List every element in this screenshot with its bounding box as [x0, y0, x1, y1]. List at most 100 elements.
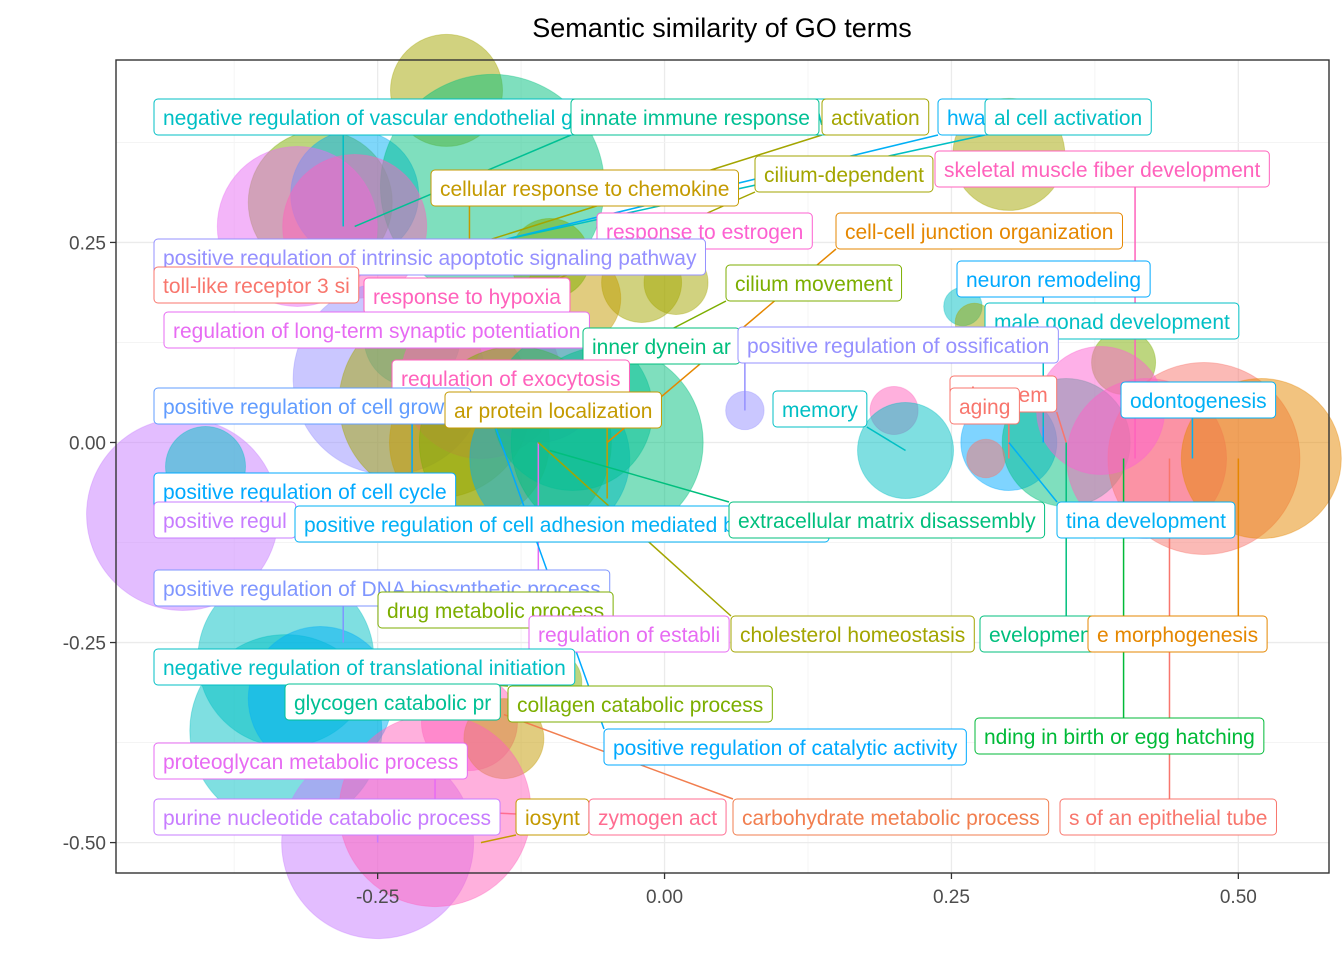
term-label: iosynt — [515, 798, 590, 836]
term-label-text: positive regulation of catalytic activit… — [613, 737, 958, 760]
term-label: positive regulation of cell growth — [153, 387, 472, 425]
chart-title: Semantic similarity of GO terms — [532, 13, 912, 43]
term-label-box — [1059, 798, 1277, 836]
term-label-text: extracellular matrix disassembly — [738, 510, 1036, 533]
term-label-box — [728, 501, 1046, 539]
term-label: regulation of exocytosis — [391, 359, 630, 397]
term-label-text: e morphogenesis — [1097, 624, 1258, 647]
term-label: collagen catabolic process — [507, 685, 773, 723]
term-label-box — [284, 683, 501, 721]
term-label-text: aging — [959, 396, 1010, 419]
term-label: e morphogenesis — [1087, 615, 1268, 653]
term-label: regulation of establi — [528, 615, 730, 653]
term-label: al cell activation — [984, 98, 1152, 136]
term-label-connector — [1008, 442, 1058, 503]
term-label-text: response to estrogen — [606, 221, 803, 244]
term-label-text: positive regulation of intrinsic apoptot… — [163, 247, 697, 270]
term-label: ar protein localization — [444, 391, 662, 429]
term-label: proteoglycan metabolic process — [153, 742, 468, 780]
term-label-text: glycogen catabolic pr — [294, 692, 491, 715]
term-label-box — [588, 798, 727, 836]
term-label: positive regulation of cell adhesion med… — [294, 505, 830, 543]
term-label-text: hway — [947, 107, 997, 130]
term-label: regulation of long-term synaptic potenti… — [163, 311, 590, 349]
term-label-box — [821, 98, 930, 136]
term-label: tina development — [1056, 501, 1236, 539]
term-label: extracellular matrix disassembly — [728, 501, 1046, 539]
term-label-box — [737, 326, 1059, 364]
term-label-text: tina development — [1066, 510, 1226, 533]
term-label: positive regulation of intrinsic apoptot… — [153, 238, 706, 276]
term-bubble — [966, 438, 1006, 479]
term-label-box — [934, 150, 1270, 188]
term-label-text: inner dynein ar — [592, 336, 731, 359]
term-label-box — [444, 391, 662, 429]
term-label-text: positive regulation of cell cycle — [163, 481, 447, 504]
term-label-text: regulation of exocytosis — [401, 368, 620, 391]
term-label-box — [430, 169, 739, 207]
term-label: nding in birth or egg hatching — [974, 717, 1265, 755]
term-label-box — [153, 238, 706, 276]
term-label: aging — [949, 387, 1020, 425]
term-label: activation — [821, 98, 930, 136]
term-label-box — [949, 387, 1020, 425]
axes: -0.25 0.00 0.25 0.50 -0.50 -0.25 0.00 0.25 — [63, 233, 1257, 908]
x-tick-label: 0.50 — [1220, 887, 1257, 908]
term-label: toll-like receptor 3 si — [153, 266, 360, 304]
term-label: evelopment — [979, 615, 1108, 653]
term-label-text: ar protein localization — [454, 400, 652, 423]
term-label: inner dynein ar — [582, 327, 741, 365]
term-label: positive regulation of cell cycle — [153, 472, 457, 510]
term-label-text: collagen catabolic process — [517, 694, 763, 717]
term-label: memory — [772, 390, 868, 428]
x-tick-label: 0.25 — [933, 887, 970, 908]
term-label-box — [732, 798, 1050, 836]
term-label-text: neuron remodeling — [966, 269, 1141, 292]
term-label-text: al cell activation — [994, 107, 1142, 130]
term-label: positive regul — [153, 501, 297, 539]
term-label-text: memory — [782, 399, 858, 422]
term-label-text: purine nucleotide catabolic process — [163, 807, 491, 830]
term-label-text: positive regulation of cell growth — [163, 396, 462, 419]
term-label-text: activation — [831, 107, 920, 130]
labels-layer: negative regulation of vascular endothel… — [153, 98, 1277, 836]
x-tick-label: 0.00 — [646, 887, 683, 908]
x-tick-label: -0.25 — [356, 887, 399, 908]
term-label: neuron remodeling — [956, 260, 1151, 298]
term-label-box — [153, 798, 501, 836]
term-label: cell-cell junction organization — [835, 212, 1123, 250]
term-label-text: cilium-dependent — [764, 164, 924, 187]
term-label: carbohydrate metabolic process — [732, 798, 1050, 836]
term-label-box — [730, 615, 975, 653]
term-label-connector — [866, 426, 906, 452]
term-label-text: negative regulation of translational ini… — [163, 657, 566, 680]
term-label-text: positive regulation of cell adhesion med… — [304, 514, 820, 537]
term-label-connector — [549, 449, 730, 503]
term-label-text: cellular response to chemokine — [440, 178, 730, 201]
term-label: cilium-dependent — [754, 155, 934, 193]
term-label-text: regulation of long-term synaptic potenti… — [173, 320, 580, 343]
term-label-connector — [480, 834, 517, 844]
term-label: odontogenesis — [1120, 381, 1277, 419]
term-label-text: proteoglycan metabolic process — [163, 751, 458, 774]
term-label-text: evelopment — [989, 624, 1098, 647]
term-label-box — [603, 728, 967, 766]
term-label-box — [1056, 501, 1236, 539]
term-label: positive regulation of catalytic activit… — [603, 728, 967, 766]
term-label: negative regulation of translational ini… — [153, 648, 576, 686]
term-label: positive regulation of ossification — [737, 326, 1059, 364]
term-label: purine nucleotide catabolic process — [153, 798, 501, 836]
term-label: skeletal muscle fiber development — [934, 150, 1270, 188]
term-label-box — [1087, 615, 1268, 653]
term-label-box — [153, 742, 468, 780]
term-label-text: response to hypoxia — [373, 286, 561, 309]
term-label-box — [153, 266, 360, 304]
term-label: response to hypoxia — [363, 277, 571, 315]
term-label-text: cholesterol homeostasis — [740, 624, 965, 647]
term-label-text: s of an epithelial tube — [1069, 807, 1267, 830]
y-tick-label: 0.00 — [69, 433, 106, 454]
term-label: zymogen act — [588, 798, 727, 836]
term-label-text: carbohydrate metabolic process — [742, 807, 1040, 830]
term-label: cholesterol homeostasis — [730, 615, 975, 653]
